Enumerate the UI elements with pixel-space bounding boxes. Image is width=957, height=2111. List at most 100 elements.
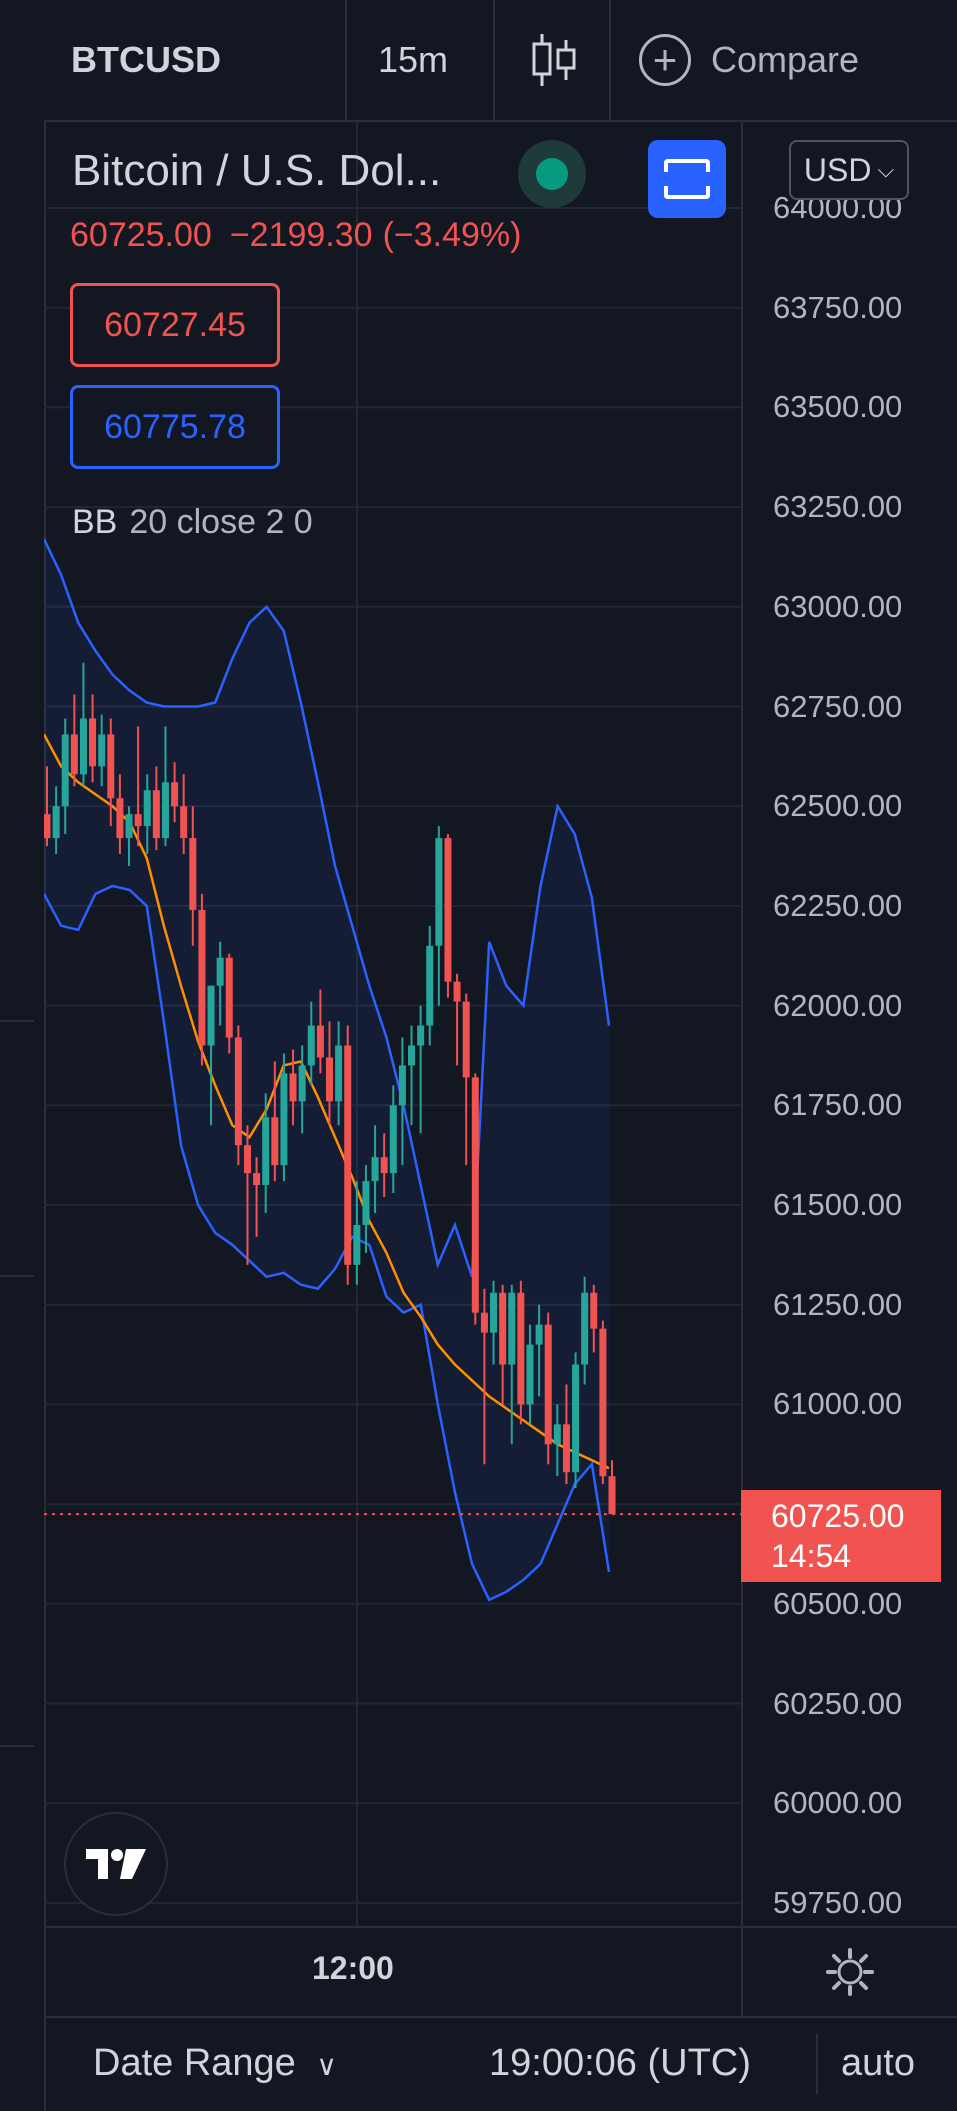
candle-body <box>243 1145 251 1174</box>
price-tick-label: 62500.00 <box>773 788 903 824</box>
currency-button[interactable]: USD ⌵ <box>789 140 909 200</box>
chart-pane[interactable] <box>42 122 741 1926</box>
price-tick-label: 61500.00 <box>773 1187 903 1222</box>
fullscreen-icon <box>664 159 710 199</box>
candle-body <box>408 1045 416 1066</box>
candle-body <box>61 734 69 807</box>
candle-body <box>161 782 169 839</box>
price-axis[interactable]: 64000.00 63750.00 63500.00 63250.00 63000.00… <box>741 122 957 1926</box>
candle-body <box>426 945 434 1026</box>
interval-button[interactable]: 15m <box>378 39 449 80</box>
time-axis[interactable]: 12:00 <box>44 1926 957 2018</box>
buy-button[interactable]: 60775.78 <box>70 385 280 469</box>
candles-icon <box>532 34 576 86</box>
last-price: 60725.00 <box>70 216 212 254</box>
price-summary: 60725.00 −2199.30 (−3.49%) <box>70 216 539 255</box>
candle-body <box>490 1292 498 1333</box>
candle-body <box>171 782 179 807</box>
toolbar-divider <box>0 1020 34 1022</box>
currency-label: USD <box>803 151 872 188</box>
candle-body <box>198 909 206 1046</box>
price-change: −2199.30 <box>229 216 373 254</box>
utc-clock[interactable]: 19:00:06 (UTC) <box>489 2042 751 2084</box>
candle-body <box>43 814 51 839</box>
candle-body <box>553 1424 561 1445</box>
drawing-toolbar-strip[interactable] <box>0 0 46 2111</box>
bottom-bar: Date Range ∨ 19:00:06 (UTC) auto <box>44 2016 957 2111</box>
date-range-button[interactable]: Date Range ∨ <box>93 2042 337 2085</box>
candle-body <box>79 718 87 775</box>
candle-body <box>134 814 142 827</box>
candle-body <box>70 734 78 775</box>
current-price-tag: 60725.00 14:54 <box>741 1490 941 1582</box>
gear-icon[interactable] <box>824 1946 876 1998</box>
chart-type-button[interactable] <box>529 0 579 120</box>
candle-body <box>143 790 151 827</box>
candle-body <box>371 1157 379 1182</box>
price-tick-label: 60250.00 <box>773 1685 903 1721</box>
price-tick-label: 62750.00 <box>773 688 903 724</box>
candle-body <box>608 1476 616 1515</box>
market-status-indicator[interactable] <box>518 140 586 208</box>
date-range-label: Date Range <box>93 2042 296 2084</box>
candle-body <box>599 1328 607 1477</box>
toolbar-divider <box>493 0 495 120</box>
candle-body <box>362 1181 370 1225</box>
bottom-divider <box>816 2034 818 2094</box>
price-change-percent: (−3.49%) <box>382 216 522 254</box>
candle-body <box>271 1117 279 1166</box>
candle-body <box>398 1065 406 1106</box>
top-toolbar: BTCUSD 15m + Compare <box>44 0 957 122</box>
candle-body <box>417 1025 425 1046</box>
auto-scale-button[interactable]: auto <box>841 2042 915 2084</box>
candle-body <box>253 1173 261 1186</box>
chevron-down-icon: ⌵ <box>877 157 895 182</box>
candle-body <box>353 1224 361 1265</box>
candle-body <box>298 1065 306 1102</box>
candle-body <box>508 1292 516 1365</box>
price-tick-label: 63250.00 <box>773 489 903 525</box>
candle-body <box>280 1073 288 1166</box>
price-tick-label: 59750.00 <box>773 1884 903 1920</box>
toolbar-divider <box>345 0 347 120</box>
price-tick-label: 60000.00 <box>773 1785 903 1821</box>
candle-body <box>572 1364 580 1473</box>
compare-button[interactable]: + Compare <box>639 0 859 120</box>
candle-body <box>216 957 224 986</box>
toolbar-divider <box>609 0 611 120</box>
candle-body <box>453 981 461 1002</box>
price-chart[interactable] <box>42 122 741 1926</box>
bollinger-upper-line <box>42 538 611 1278</box>
price-tick-label: 61250.00 <box>773 1286 903 1322</box>
candle-body <box>435 838 443 946</box>
price-tick-label: 61000.00 <box>773 1386 903 1422</box>
toolbar-divider <box>0 1745 34 1747</box>
price-tick-label: 61750.00 <box>773 1087 903 1123</box>
symbol-title[interactable]: Bitcoin / U.S. Dol... <box>72 146 442 195</box>
sell-button[interactable]: 60727.45 <box>70 283 280 367</box>
candle-body <box>107 734 115 799</box>
candle-body <box>389 1105 397 1174</box>
time-tick-label: 12:00 <box>312 1950 394 1986</box>
candle-body <box>316 1025 324 1058</box>
candle-body <box>517 1292 525 1405</box>
symbol-button[interactable]: BTCUSD <box>71 39 221 80</box>
candle-body <box>262 1117 270 1186</box>
candle-body <box>526 1344 534 1405</box>
candle-body <box>444 838 452 982</box>
candle-body <box>289 1073 297 1102</box>
candle-body <box>581 1292 589 1365</box>
price-tick-label: 62250.00 <box>773 887 903 923</box>
candle-body <box>562 1424 570 1473</box>
candle-body <box>535 1324 543 1345</box>
axis-divider <box>741 1928 743 2016</box>
price-tick-label: 63500.00 <box>773 389 903 425</box>
indicator-name: BB <box>72 503 118 541</box>
fullscreen-button[interactable] <box>648 140 726 218</box>
tradingview-logo-icon <box>86 1849 146 1879</box>
indicator-legend[interactable]: BB 20 close 2 0 <box>72 503 313 542</box>
tradingview-logo[interactable] <box>64 1812 168 1916</box>
candle-body <box>152 790 160 839</box>
price-tick-label: 63750.00 <box>773 289 903 325</box>
candle-body <box>590 1292 598 1329</box>
